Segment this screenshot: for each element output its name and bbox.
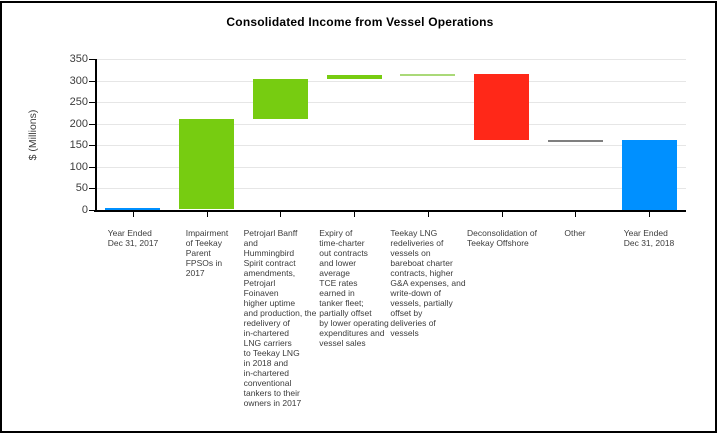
y-axis-line (95, 59, 97, 212)
y-axis-tick-label: 200 (69, 118, 88, 130)
category-label: Other (564, 228, 586, 238)
y-axis-tick (89, 167, 96, 168)
category-label: Teekay LNG redeliveries of vessels on ba… (390, 228, 466, 338)
waterfall-bar (327, 75, 382, 79)
x-axis-tick (280, 212, 281, 217)
chart-title: Consolidated Income from Vessel Operatio… (226, 15, 494, 29)
y-axis-tick-label: 0 (81, 204, 88, 216)
gridline (97, 167, 686, 168)
y-axis-tick (89, 59, 96, 60)
gridline (97, 188, 686, 189)
gridline (97, 59, 686, 60)
category-label: Expiry of time-charter out contracts and… (319, 228, 389, 348)
category-label: Impairment of Teekay Parent FPSOs in 201… (185, 228, 229, 278)
category-label: Petrojarl Banff and Hummingbird Spirit c… (243, 228, 317, 408)
gridline (97, 102, 686, 103)
waterfall-bar (548, 140, 603, 142)
category-label: Year Ended Dec 31, 2018 (623, 228, 675, 248)
x-axis-tick (649, 212, 650, 217)
waterfall-bar (179, 119, 234, 209)
x-axis-tick (354, 212, 355, 217)
y-axis-tick (89, 102, 96, 103)
x-axis-tick (207, 212, 208, 217)
x-axis-tick (575, 212, 576, 217)
y-axis-tick (89, 81, 96, 82)
waterfall-bar (253, 79, 308, 119)
category-label: Year Ended Dec 31, 2017 (107, 228, 159, 248)
x-axis-line (94, 210, 686, 212)
y-axis-tick-label: 350 (69, 53, 88, 65)
y-axis-tick-label: 300 (69, 75, 88, 87)
waterfall-bar (622, 140, 677, 210)
y-axis-tick-label: 50 (75, 182, 88, 194)
y-axis-tick-label: 250 (69, 96, 88, 108)
y-axis-tick-label: 150 (69, 139, 88, 151)
y-axis-tick (89, 210, 96, 211)
y-axis-title: $ (Millions) (27, 109, 39, 161)
y-axis-tick (89, 124, 96, 125)
x-axis-tick (502, 212, 503, 217)
gridline (97, 124, 686, 125)
waterfall-bar (400, 74, 455, 76)
gridline (97, 81, 686, 82)
y-axis-tick-label: 100 (69, 161, 88, 173)
waterfall-bar (474, 74, 529, 140)
x-axis-tick (133, 212, 134, 217)
waterfall-bar (105, 208, 160, 210)
x-axis-tick (428, 212, 429, 217)
gridline (97, 145, 686, 146)
y-axis-tick (89, 188, 96, 189)
category-label: Deconsolidation of Teekay Offshore (467, 228, 537, 248)
y-axis-tick (89, 145, 96, 146)
